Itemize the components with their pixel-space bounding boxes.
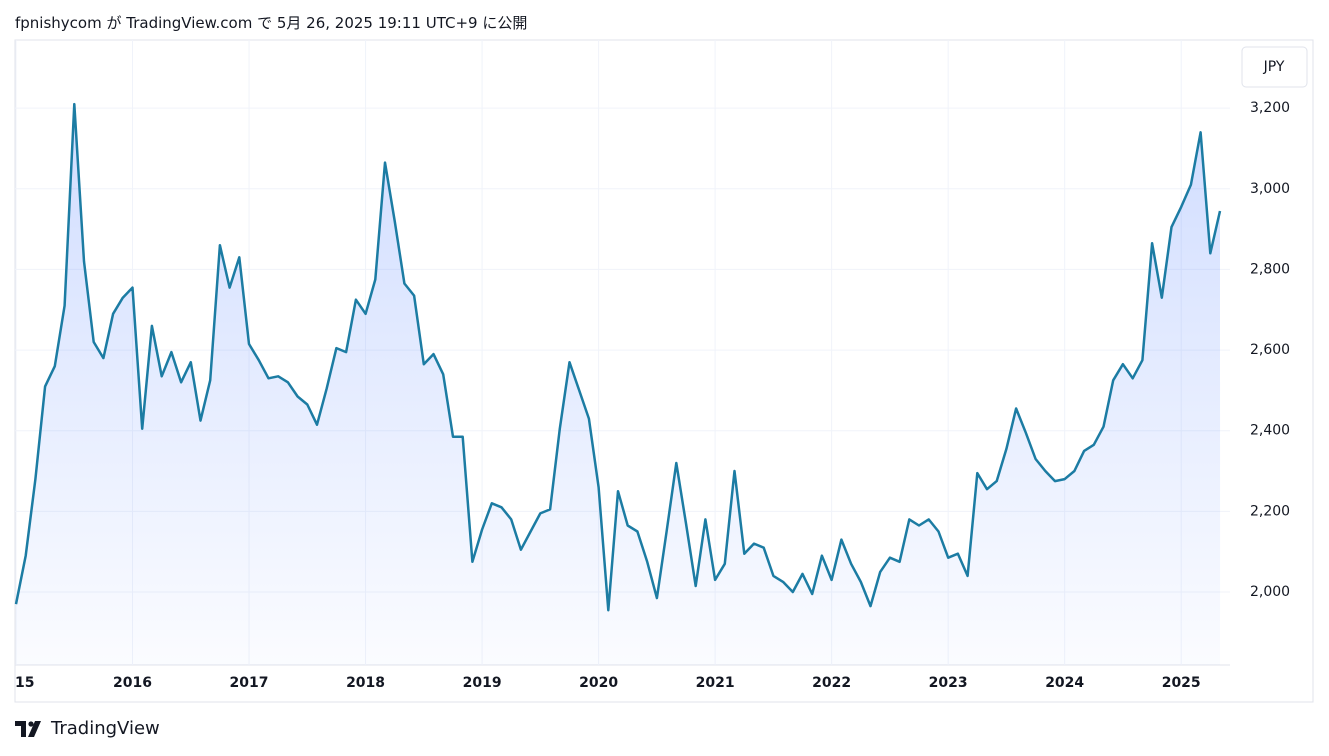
x-tick-label: 2023	[929, 675, 968, 691]
x-tick-label: 2017	[230, 675, 269, 691]
x-tick-label: 2025	[1162, 675, 1201, 691]
x-tick-label: 2021	[696, 675, 735, 691]
price-line	[14, 102, 1222, 612]
x-tick-label: 2024	[1045, 675, 1084, 691]
currency-box[interactable]	[1241, 46, 1308, 88]
x-tick-label: 2016	[113, 675, 152, 691]
y-tick-label: 2,400	[1250, 423, 1290, 439]
x-tick-label: 15	[15, 675, 34, 691]
footer-brand: TradingView	[15, 718, 160, 739]
brand-text: TradingView	[51, 718, 160, 739]
y-tick-label: 3,200	[1250, 100, 1290, 116]
y-tick-label: 2,000	[1250, 584, 1290, 600]
y-tick-label: 2,800	[1250, 261, 1290, 277]
currency-label: JPY	[1263, 59, 1285, 75]
area-fill	[16, 104, 1221, 666]
y-tick-label: 2,200	[1250, 503, 1290, 519]
y-tick-label: 3,000	[1250, 181, 1290, 197]
y-tick-label: 2,600	[1250, 342, 1290, 358]
logo	[15, 720, 41, 737]
x-tick-label: 2022	[812, 675, 851, 691]
x-tick-label: 2018	[346, 675, 385, 691]
x-tick-label: 2019	[463, 675, 502, 691]
publish-caption: fpnishycom が TradingView.com で 5月 26, 20…	[15, 14, 528, 32]
pane-border	[14, 39, 1314, 703]
x-tick-label: 2020	[579, 675, 618, 691]
